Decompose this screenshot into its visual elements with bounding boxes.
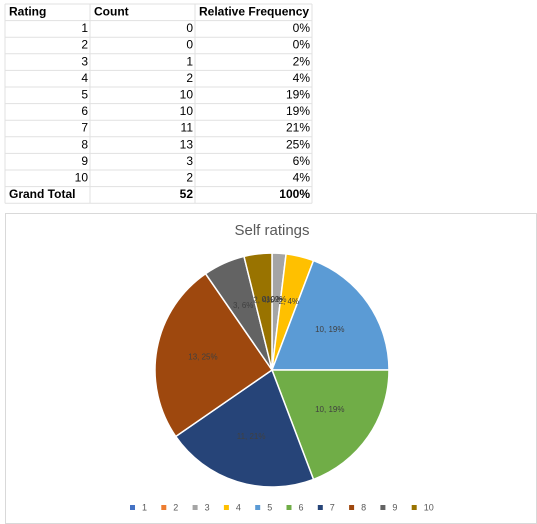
pie-slice [270, 259, 390, 371]
table-cell: 4 [81, 71, 88, 85]
legend-swatch [317, 505, 323, 510]
table-cell: 2 [81, 38, 88, 52]
data-label: 2, 4% [253, 295, 273, 304]
legend-swatch [380, 505, 386, 510]
table-cell: 0 [186, 21, 193, 35]
column-header: Rating [9, 4, 46, 18]
pie-slice [154, 272, 274, 438]
legend-swatch [349, 505, 355, 510]
legend-label: 8 [361, 502, 366, 512]
table-cell: 1 [186, 54, 193, 68]
legend-label: 4 [236, 502, 241, 512]
legend-label: 2 [173, 502, 178, 512]
table-cell: 6 [81, 104, 88, 118]
data-label: 10, 19% [315, 325, 344, 334]
data-label: 1, 2% [266, 295, 286, 304]
table-cell: 19% [286, 87, 310, 101]
pie-slice [270, 369, 390, 481]
legend-swatch [255, 505, 261, 510]
data-label: 10, 19% [315, 405, 344, 414]
data-label: 11, 21% [237, 432, 266, 441]
pie-slice [174, 368, 315, 488]
legend-label: 7 [330, 502, 335, 512]
legend-swatch [223, 505, 229, 510]
data-label: 0, 0% [262, 295, 282, 304]
sheet-grid [4, 3, 313, 204]
table-cell: 2 [186, 71, 193, 85]
legend-swatch [161, 505, 167, 510]
legend-label: 9 [392, 502, 397, 512]
table-cell: 21% [286, 121, 310, 135]
table-cell: 8 [81, 137, 88, 151]
column-header: Relative Frequency [199, 4, 309, 18]
total-label: Grand Total [9, 187, 75, 201]
legend-swatch [411, 505, 417, 510]
data-label: 0, 0% [262, 295, 282, 304]
data-label: 13, 25% [188, 352, 217, 361]
table-cell: 7 [81, 121, 88, 135]
table-cell: 11 [181, 121, 194, 135]
data-label: 3, 6% [233, 301, 253, 310]
table-cell: 0 [186, 38, 193, 52]
table-cell: 2 [186, 170, 193, 184]
table-cell: 3 [186, 154, 193, 168]
legend-label: 5 [267, 502, 272, 512]
table-cell: 0% [293, 38, 311, 52]
legend-label: 1 [142, 502, 147, 512]
total-cell: 52 [180, 187, 194, 201]
table-cell: 19% [286, 104, 310, 118]
chart-title: Self ratings [234, 222, 309, 239]
legend-label: 6 [299, 502, 304, 512]
table-cell: 3 [81, 54, 88, 68]
table-cell: 25% [286, 137, 310, 151]
data-label: 2, 4% [279, 297, 299, 306]
table-cell: 13 [180, 137, 194, 151]
column-header: Count [94, 4, 129, 18]
table-cell: 10 [75, 170, 89, 184]
table-cell: 0% [293, 21, 311, 35]
legend-swatch [130, 505, 135, 510]
legend-label: 10 [424, 502, 434, 512]
table-cell: 4% [293, 170, 311, 184]
legend-swatch [192, 505, 198, 510]
table-cell: 1 [81, 21, 88, 35]
table-cell: 10 [180, 87, 194, 101]
table-cell: 5 [81, 87, 88, 101]
total-cell: 100% [279, 187, 310, 201]
legend-label: 3 [205, 502, 210, 512]
legend-swatch [286, 505, 292, 510]
table-cell: 10 [180, 104, 194, 118]
table-cell: 9 [81, 154, 88, 168]
table-cell: 6% [293, 154, 311, 168]
table-cell: 2% [293, 54, 311, 68]
pie-slice [243, 252, 273, 371]
table-cell: 4% [293, 71, 311, 85]
